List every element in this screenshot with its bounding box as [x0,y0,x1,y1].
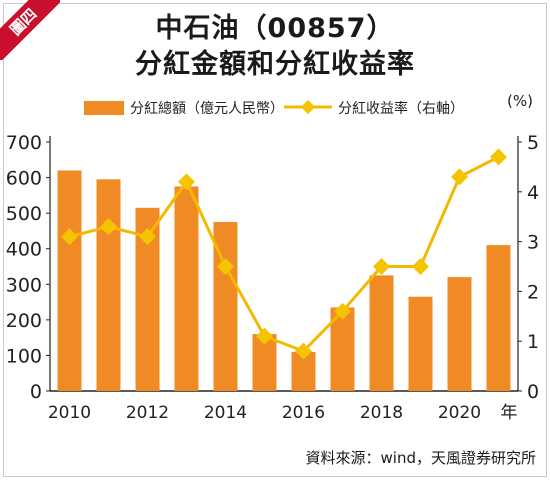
bar-2010 [57,170,82,391]
yield-point-2014 [217,258,234,275]
bar-2019 [408,296,433,391]
yield-point-2012 [139,228,156,246]
yield-point-2015 [256,327,273,345]
yield-point-2019 [412,258,429,275]
yield-line [69,155,500,353]
x-tick-label-2018: 2018 [360,403,403,423]
y-left-tick-label: 300 [6,274,42,296]
yield-point-2021 [490,148,507,166]
bar-2011 [96,179,121,391]
chart-subtitle: 分紅金額和分紅收益率 [135,49,415,80]
bar-2018 [369,275,394,391]
y-right-tick-label: 0 [527,381,539,403]
y-right-tick-label: 5 [527,132,539,154]
y-left-tick-label: 0 [30,381,42,403]
yield-point-2017 [334,302,351,320]
bar-2013 [174,186,199,391]
yield-point-2013 [178,173,195,191]
legend-line-swatch [284,99,332,115]
chart-title: 中石油（00857） [155,13,395,44]
chart-frame [3,3,547,477]
y-left-tick-label: 200 [6,310,42,332]
yield-point-2018 [373,258,390,275]
x-tick-label-2016: 2016 [282,403,325,423]
yield-point-2020 [451,168,468,186]
y-right-tick-label: 4 [527,182,539,204]
y-right-tick-label: 3 [527,232,539,254]
y-left-tick-label: 500 [6,203,42,225]
legend-line-label: 分紅收益率（右軸） [338,101,464,117]
bar-2021 [486,245,511,391]
y-right-tick-label: 2 [527,281,539,303]
right-axis-unit: (%) [507,92,533,110]
legend-bar-label: 分紅總額（億元人民幣） [130,101,284,117]
y-left-tick-label: 400 [6,239,42,261]
y-left-tick-label: 700 [6,132,42,154]
yield-point-2016 [295,342,312,360]
y-right-tick-label: 1 [527,331,539,353]
y-left-tick-label: 100 [6,345,42,367]
legend-bar-swatch [84,101,124,115]
x-tick-label-2010: 2010 [48,403,91,423]
bar-2020 [447,277,472,391]
yield-point-2011 [100,218,117,236]
x-tick-label-2014: 2014 [204,403,247,423]
x-tick-label-2020: 2020 [438,403,481,423]
x-tick-label-2012: 2012 [126,403,169,423]
y-left-tick-label: 600 [6,168,42,190]
source-note: 資料來源：wind，天風證券研究所 [305,449,536,467]
yield-point-2010 [61,228,78,246]
x-axis-unit: 年 [501,403,518,423]
